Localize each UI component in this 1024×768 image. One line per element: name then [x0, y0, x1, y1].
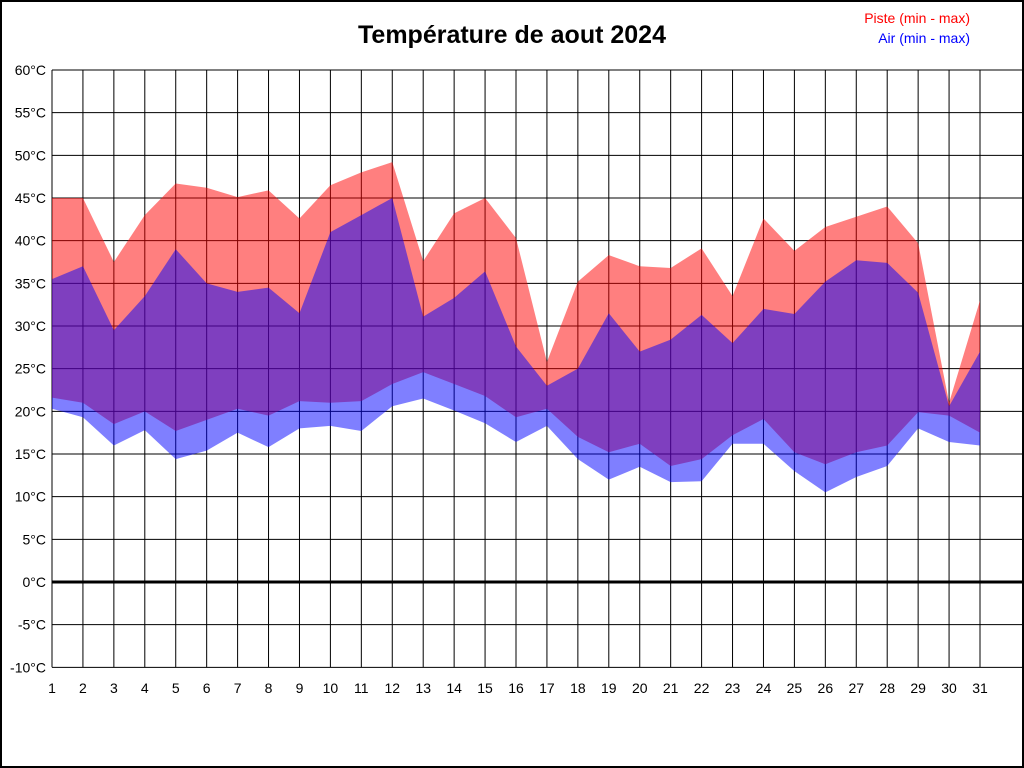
y-tick-label: 25°C	[15, 361, 46, 377]
x-tick-label: 20	[632, 680, 648, 696]
legend-label-piste: Piste (min - max)	[864, 10, 970, 26]
x-tick-label: 28	[879, 680, 895, 696]
x-tick-label: 13	[415, 680, 431, 696]
x-tick-label: 22	[694, 680, 710, 696]
y-tick-label: 20°C	[15, 403, 46, 419]
y-tick-label: 35°C	[15, 275, 46, 291]
y-tick-label: 40°C	[15, 233, 46, 249]
y-tick-label: -5°C	[18, 617, 46, 633]
legend-item-piste: Piste (min - max)	[864, 8, 970, 28]
x-tick-label: 18	[570, 680, 586, 696]
legend: Piste (min - max) Air (min - max)	[864, 8, 970, 48]
x-tick-label: 19	[601, 680, 617, 696]
legend-label-air: Air (min - max)	[878, 30, 970, 46]
x-tick-label: 25	[787, 680, 803, 696]
x-tick-label: 16	[508, 680, 524, 696]
y-tick-label: 45°C	[15, 190, 46, 206]
y-tick-label: -10°C	[10, 659, 46, 675]
air-band	[52, 198, 980, 493]
x-tick-label: 2	[79, 680, 87, 696]
y-tick-label: 50°C	[15, 147, 46, 163]
x-tick-label: 23	[725, 680, 741, 696]
x-tick-label: 5	[172, 680, 180, 696]
x-tick-label: 3	[110, 680, 118, 696]
y-tick-label: 5°C	[23, 531, 47, 547]
x-tick-label: 29	[910, 680, 926, 696]
x-tick-label: 8	[265, 680, 273, 696]
chart-title: Température de aout 2024	[358, 21, 666, 49]
x-tick-label: 21	[663, 680, 679, 696]
x-tick-label: 26	[818, 680, 834, 696]
y-tick-label: 60°C	[15, 62, 46, 78]
legend-item-air: Air (min - max)	[864, 28, 970, 48]
x-tick-label: 6	[203, 680, 211, 696]
x-tick-label: 9	[296, 680, 304, 696]
y-tick-label: 15°C	[15, 446, 46, 462]
x-tick-label: 4	[141, 680, 149, 696]
x-tick-label: 17	[539, 680, 555, 696]
x-tick-label: 30	[941, 680, 957, 696]
x-tick-label: 27	[848, 680, 864, 696]
x-tick-label: 24	[756, 680, 772, 696]
x-tick-label: 10	[323, 680, 339, 696]
x-tick-label: 31	[972, 680, 988, 696]
x-tick-label: 11	[354, 680, 369, 696]
y-tick-label: 55°C	[15, 105, 46, 121]
y-tick-label: 0°C	[23, 574, 47, 590]
x-tick-label: 7	[234, 680, 242, 696]
y-tick-label: 30°C	[15, 318, 46, 334]
y-tick-label: 10°C	[15, 489, 46, 505]
x-tick-label: 15	[477, 680, 493, 696]
x-tick-label: 12	[384, 680, 400, 696]
x-tick-label: 1	[48, 680, 56, 696]
x-tick-label: 14	[446, 680, 462, 696]
